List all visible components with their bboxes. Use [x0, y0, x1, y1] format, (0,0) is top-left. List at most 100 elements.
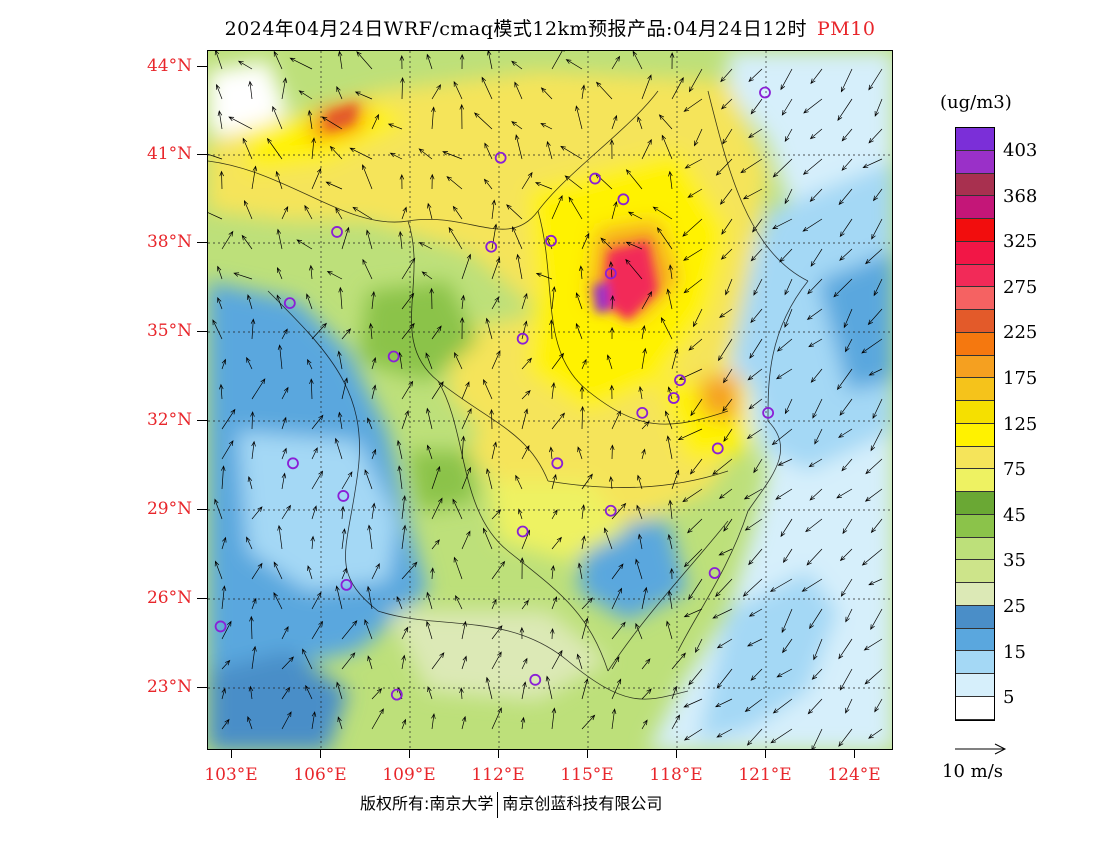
colorbar-swatch [956, 219, 994, 242]
wind-arrow [716, 728, 733, 738]
wind-arrow [251, 378, 266, 400]
wind-arrow [719, 188, 733, 205]
wind-arrow [452, 498, 463, 520]
wind-arrow [251, 645, 257, 670]
lon-label-109: 109°E [382, 765, 436, 785]
city-marker [759, 86, 771, 99]
wind-arrow [625, 258, 643, 280]
wind-arrow [550, 564, 556, 580]
wind-arrow [281, 686, 291, 700]
wind-arrow [515, 474, 523, 490]
wind-arrow [712, 608, 733, 619]
wind-arrow [421, 271, 433, 280]
wind-arrow [833, 278, 853, 298]
wind-arrow [668, 170, 673, 190]
lon-tick [498, 750, 499, 758]
wind-arrow [310, 535, 315, 550]
wind-arrow [298, 90, 313, 100]
wind-arrow [641, 719, 648, 730]
wind-arrow [307, 358, 313, 370]
wind-arrow [784, 308, 793, 328]
wind-arrow [250, 411, 255, 430]
city-marker [529, 673, 542, 686]
wind-arrow [641, 448, 646, 460]
wind-arrow [277, 524, 283, 550]
lon-tick [587, 750, 588, 758]
wind-arrow [460, 294, 466, 310]
wind-arrow [580, 504, 586, 520]
wind-arrow [772, 158, 793, 178]
lat-label-35: 35°N [146, 321, 192, 341]
wind-arrow [337, 411, 343, 430]
wind-arrow [483, 178, 493, 190]
colorbar-swatch [956, 310, 994, 333]
wind-arrow [723, 368, 733, 384]
wind-arrow [666, 620, 673, 640]
wind-arrow [716, 668, 733, 689]
wind-arrow [208, 212, 223, 220]
city-marker [331, 226, 343, 238]
pm10-concentration-map[interactable] [207, 50, 893, 750]
wind-arrow [688, 68, 703, 93]
wind-arrow [743, 488, 763, 500]
city-marker [708, 567, 721, 579]
wind-arrow [401, 654, 406, 670]
wind-arrow [807, 278, 823, 295]
wind-arrow [311, 447, 318, 460]
wind-arrow [637, 533, 643, 550]
wind-arrow [746, 728, 763, 746]
wind-arrow [683, 728, 703, 741]
wind-arrow [611, 621, 626, 640]
colorbar-swatch [956, 241, 994, 265]
wind-arrow [246, 294, 253, 310]
wind-arrow [775, 368, 793, 380]
wind-arrow [806, 548, 823, 566]
city-marker [387, 350, 400, 363]
wind-arrow [221, 620, 232, 640]
city-marker [604, 504, 617, 517]
lat-label-44: 44°N [146, 56, 192, 76]
wind-arrow [399, 55, 405, 70]
wind-arrow [683, 698, 703, 708]
wind-arrow [687, 188, 703, 198]
wind-arrow [638, 385, 643, 400]
concentration-peaks [326, 103, 658, 321]
wind-arrow [221, 718, 230, 730]
colorbar-level-label: 275 [1003, 276, 1038, 298]
wind-arrow [251, 597, 257, 610]
wind-arrow [275, 170, 283, 190]
wind-arrow [611, 563, 624, 580]
wind-arrow [425, 620, 433, 640]
wind-arrow [747, 368, 763, 381]
wind-arrow [431, 713, 436, 730]
wind-arrow [371, 688, 383, 700]
wind-arrow [717, 338, 733, 362]
wind-arrow [281, 386, 289, 400]
wind-arrow [611, 114, 618, 130]
wind-arrow [784, 278, 793, 296]
wind-arrow [341, 652, 356, 670]
wind-arrow [836, 488, 853, 499]
wind-arrow [837, 98, 853, 121]
wind-arrow [871, 218, 883, 240]
wind-arrow [371, 290, 376, 310]
wind-arrow [459, 103, 465, 130]
wind-arrow [668, 499, 673, 520]
wind-arrow [251, 165, 258, 190]
wind-arrow [595, 81, 613, 100]
wind-arrow [865, 248, 883, 265]
wind-arrow [401, 495, 407, 520]
wind-arrow [576, 653, 583, 670]
wind-arrow [838, 638, 853, 660]
wind-arrow [641, 324, 646, 340]
wind-arrow [429, 173, 435, 190]
city-marker [617, 193, 630, 206]
city-marker [674, 374, 686, 387]
wind-arrow [514, 81, 523, 100]
wind-arrow [683, 608, 703, 618]
wind-arrow [811, 728, 823, 749]
wind-arrow [550, 627, 555, 640]
wind-arrow [221, 408, 236, 430]
wind-arrow [725, 278, 733, 296]
wind-arrow [779, 248, 793, 263]
